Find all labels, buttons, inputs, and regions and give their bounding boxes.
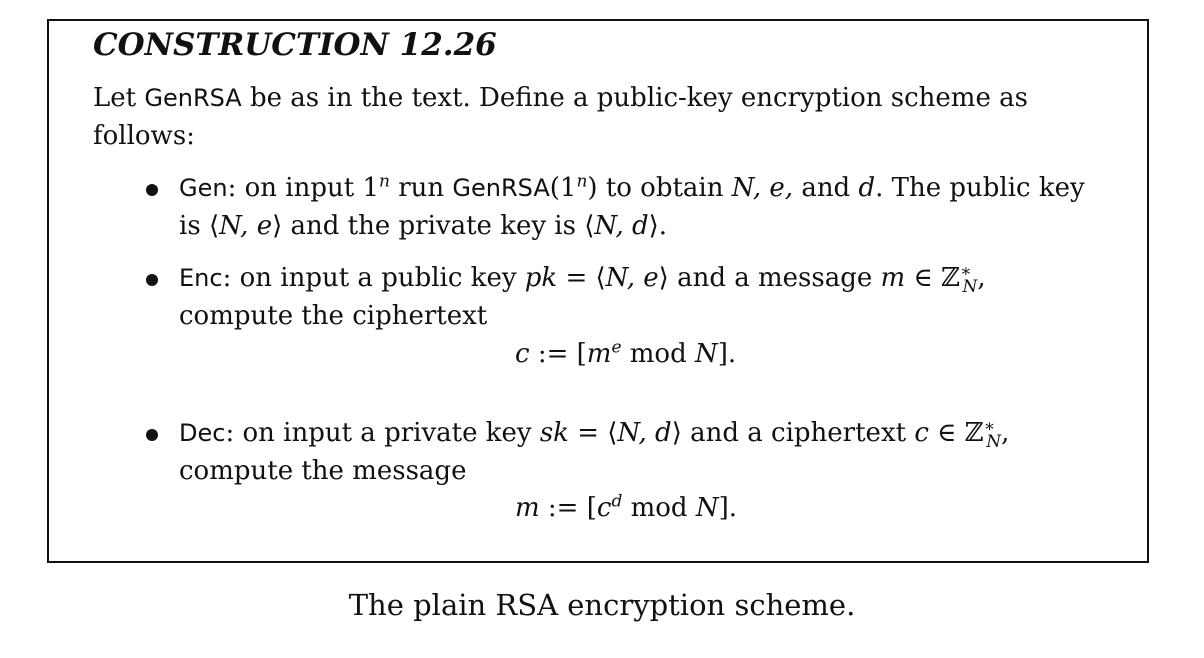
gen-formula-sk: ⟨N, d⟩. — [584, 211, 668, 241]
gen-formula-ne: N, e, — [731, 173, 794, 203]
gen-item: Gen: on input 1n run GenRSA(1n) to obtai… — [179, 169, 1099, 245]
dec-text-2: and a ciphertext — [690, 418, 907, 448]
enc-text-3: compute the ciphertext — [179, 301, 488, 331]
dec-formula-mod: mod — [630, 493, 688, 523]
construction-intro: Let GenRSA be as in the text. Define a p… — [93, 79, 1103, 155]
gen-formula-pk: ⟨N, e⟩ — [208, 211, 283, 241]
enc-label: Enc — [179, 264, 223, 292]
gen-formula-call: (1n) — [549, 171, 598, 203]
gen-formula-d: d — [858, 173, 876, 203]
enc-formula-pk: pk = ⟨N, e⟩ — [524, 263, 669, 293]
bullet-icon — [146, 274, 158, 286]
enc-item: Enc: on input a public key pk = ⟨N, e⟩ a… — [179, 259, 1099, 335]
construction-title: CONSTRUCTION 12.26 — [93, 27, 497, 63]
intro-prefix: Let — [93, 83, 137, 113]
intro-algo-name: GenRSA — [144, 84, 242, 112]
gen-text-2: run — [398, 173, 445, 203]
figure-caption: The plain RSA encryption scheme. — [348, 588, 856, 622]
bullet-icon — [146, 184, 158, 196]
gen-text-6: and the private key is — [290, 211, 576, 241]
intro-suffix: be as in the text. Define a public-key e… — [93, 83, 1028, 151]
dec-formula-sk: sk = ⟨N, d⟩ — [539, 418, 682, 448]
enc-text-1: : on input a public key — [222, 263, 517, 293]
enc-formula-lhs: c — [515, 339, 530, 369]
gen-text-4: and — [801, 173, 851, 203]
dec-formula: m := [cd mod N]. — [515, 491, 737, 523]
gen-algo-name: GenRSA — [452, 174, 550, 202]
construction-box: CONSTRUCTION 12.26 Let GenRSA be as in t… — [47, 19, 1149, 563]
gen-text-3: to obtain — [605, 173, 724, 203]
dec-formula-c: c ∈ ℤ∗N, — [914, 416, 1010, 453]
gen-label: Gen — [179, 174, 228, 202]
enc-formula: c := [me mod N]. — [515, 337, 737, 369]
gen-text-5: . The public key is — [179, 173, 1085, 241]
dec-label: Dec — [179, 419, 226, 447]
dec-text-3: compute the message — [179, 456, 467, 486]
dec-item: Dec: on input a private key sk = ⟨N, d⟩ … — [179, 414, 1099, 490]
gen-formula-input: 1n — [362, 171, 390, 203]
dec-formula-lhs: m — [515, 493, 540, 523]
enc-text-2: and a message — [677, 263, 873, 293]
enc-formula-m: m ∈ ℤ∗N, — [880, 261, 986, 298]
enc-formula-mod: mod — [629, 339, 687, 369]
dec-text-1: : on input a private key — [225, 418, 532, 448]
gen-text-1: : on input — [227, 173, 355, 203]
bullet-icon — [146, 429, 158, 441]
